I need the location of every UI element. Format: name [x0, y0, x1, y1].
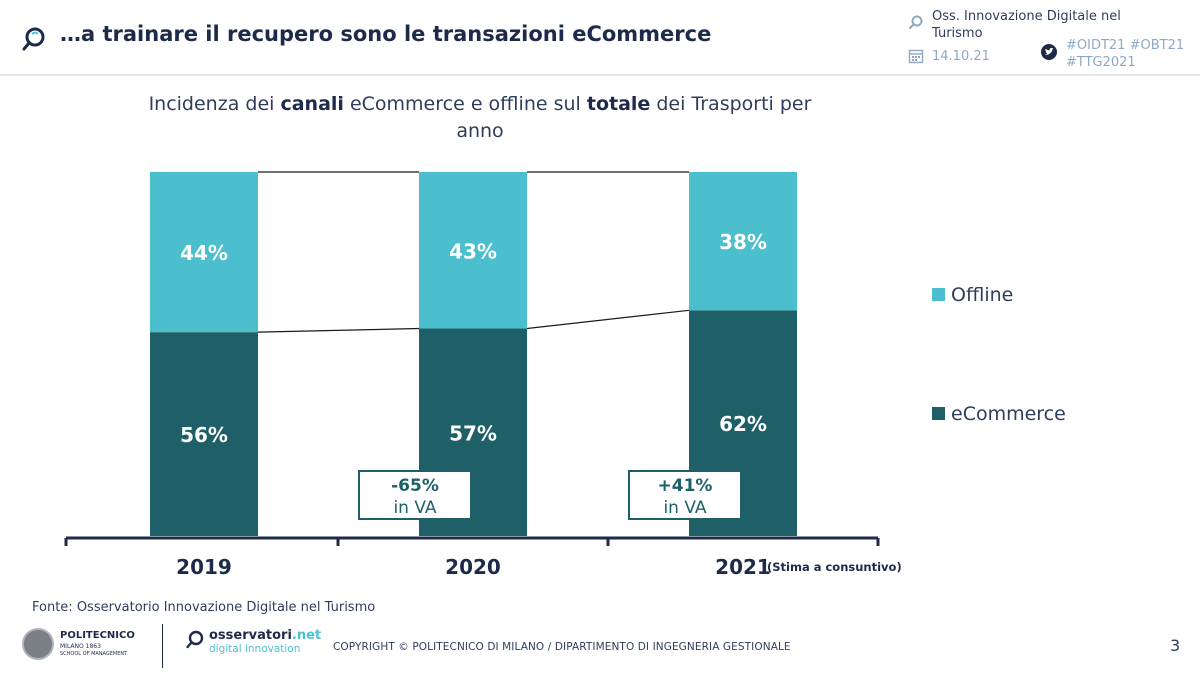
x-tick-label-2020: 2020: [445, 555, 501, 579]
bar-ecommerce-2019: [150, 332, 258, 536]
hashtags: #OIDT21 #OBT21 #TTG2021: [1066, 38, 1185, 70]
bar-offline-2019: [150, 172, 258, 333]
data-label-offline-2020: 43%: [449, 239, 497, 263]
x-tick-label-2021: 2021: [715, 555, 771, 579]
source-note: Fonte: Osservatorio Innovazione Digitale…: [32, 600, 376, 615]
bar-offline-2020: [419, 172, 527, 329]
date-label: 14.10.21: [932, 49, 990, 64]
calendar-icon: [908, 49, 924, 64]
twitter-icon: [1041, 44, 1057, 60]
politecnico-sub: MILANO 1863: [60, 643, 101, 650]
page-number: 3: [1170, 636, 1181, 655]
legend-label-offline: Offline: [951, 284, 1014, 306]
data-label-ecommerce-2021: 62%: [719, 412, 767, 436]
chart-title-part2: eCommerce e offline sul: [343, 93, 587, 115]
magnifier-icon: [909, 15, 923, 29]
connector-line-ecommerce: [257, 327, 420, 333]
copyright-text: COPYRIGHT © POLITECNICO DI MILANO / DIPA…: [333, 641, 791, 653]
bar-offline-2021: [689, 172, 797, 311]
header-bar: …a trainare il recupero sono le transazi…: [0, 0, 1200, 76]
politecnico-sub2: SCHOOL OF MANAGEMENT: [60, 651, 128, 657]
footer-divider: [162, 624, 163, 668]
legend-item-offline: Offline: [932, 284, 1013, 306]
data-label-ecommerce-2019: 56%: [180, 423, 228, 447]
x-tick-note: (Stima a consuntivo): [767, 560, 902, 574]
osservatori-magnifier-icon: [186, 630, 204, 649]
stacked-bar-chart: 56% 44% 2019 57% 43% 2020 62% 38% 2021(Stima a c…: [64, 171, 902, 579]
data-label-ecommerce-2020: 57%: [449, 421, 497, 445]
osservatori-logo: osservatori.net digital innovation: [185, 628, 325, 660]
annotation-box-0: [358, 470, 472, 520]
x-tick-label-2019: 2019: [176, 555, 232, 579]
annotation-box-1: [628, 470, 742, 520]
osservatori-word: osservatori: [209, 628, 292, 643]
chart-title-part1: Incidenza dei: [148, 93, 281, 115]
data-label-offline-2019: 44%: [180, 241, 228, 265]
observatory-name: Oss. Innovazione Digitale nel Turismo: [932, 9, 1121, 41]
osservatori-line2: digital innovation: [209, 643, 301, 655]
osservatori-line1: osservatori.net: [209, 628, 321, 643]
legend-swatch-ecommerce: [932, 407, 945, 420]
annotation-value-0: -65%: [391, 476, 439, 496]
connector-line-ecommerce: [526, 309, 690, 330]
chart-title-bold1: canali: [280, 93, 344, 115]
annotation-value-1: +41%: [658, 476, 713, 496]
legend-swatch-offline: [932, 288, 945, 301]
chart-title: Incidenza dei canali eCommerce e offline…: [140, 91, 820, 145]
osservatori-suffix: .net: [291, 628, 322, 643]
chart-title-part3: dei Trasporti per anno: [456, 93, 812, 142]
annotation-note-0: in VA: [393, 498, 436, 518]
data-label-offline-2021: 38%: [719, 230, 767, 254]
annotation-note-1: in VA: [663, 498, 706, 518]
magnifier-logo-icon: [22, 27, 45, 51]
legend-item-ecommerce: eCommerce: [932, 403, 1066, 425]
chart-title-bold2: totale: [586, 93, 651, 115]
politecnico-seal-icon: [22, 628, 54, 660]
politecnico-name: POLITECNICO: [60, 630, 135, 641]
politecnico-logo: POLITECNICO MILANO 1863 SCHOOL OF MANAGE…: [22, 626, 162, 666]
legend-label-ecommerce: eCommerce: [951, 403, 1066, 425]
page-title: …a trainare il recupero sono le transazi…: [60, 22, 712, 46]
